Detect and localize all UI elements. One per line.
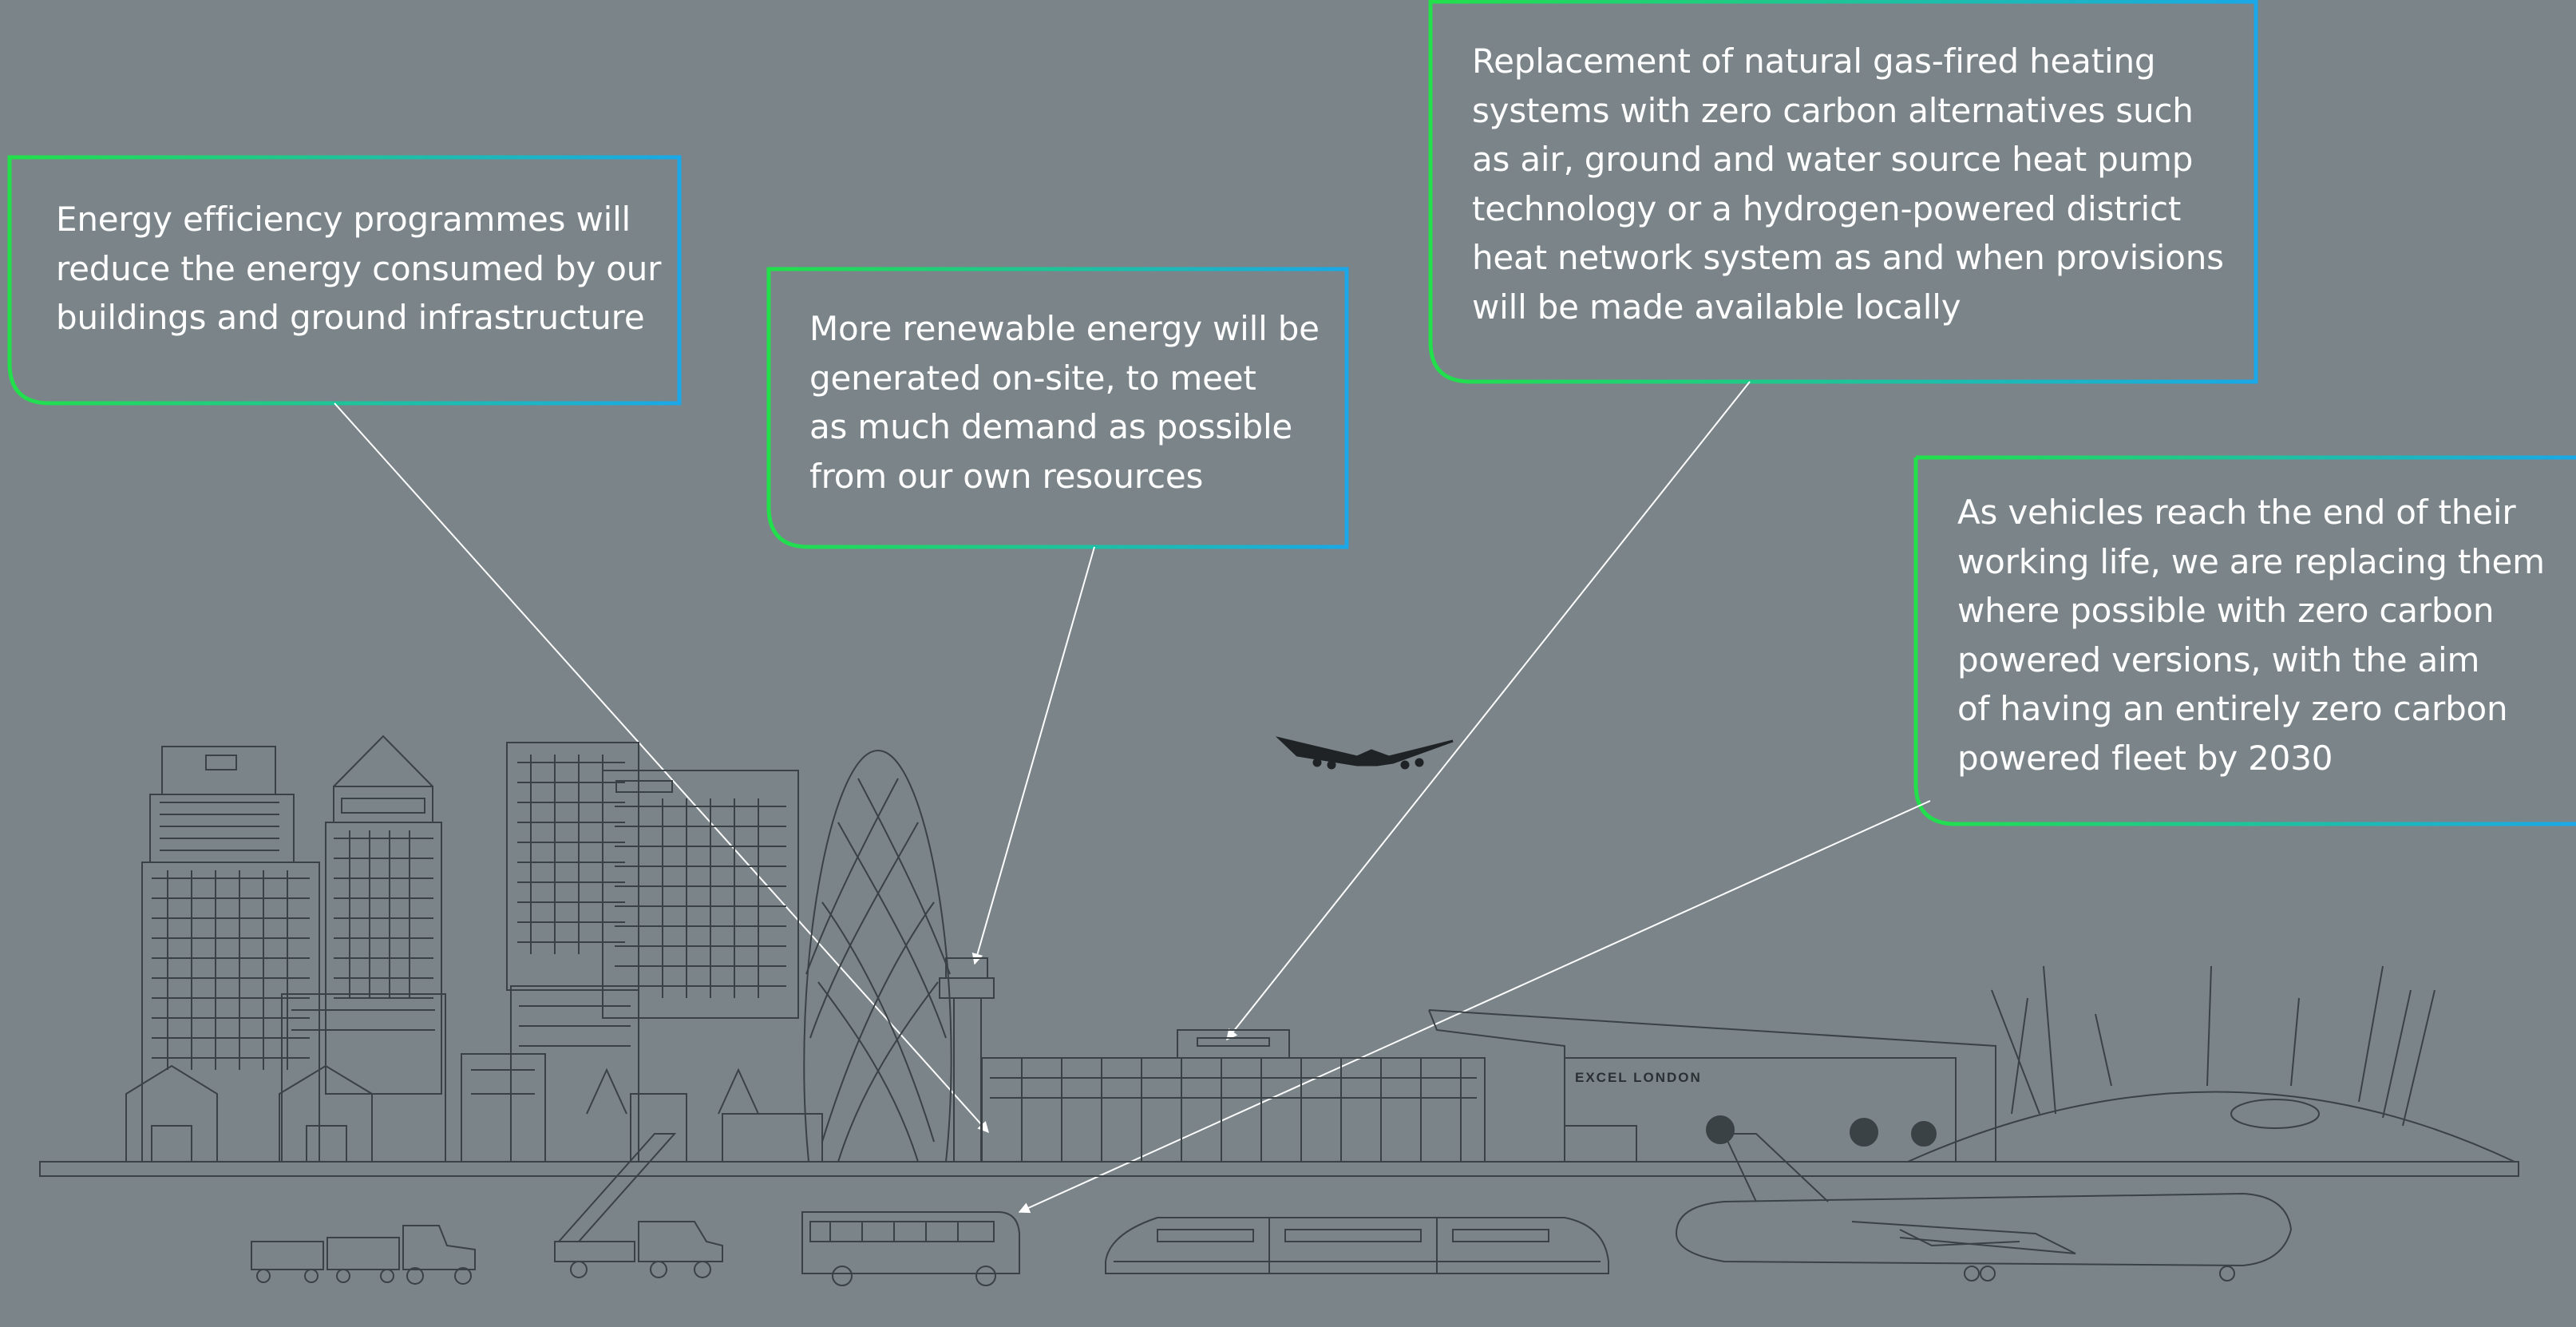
callout-border-energy-efficiency	[7, 155, 682, 406]
o2-dome	[1907, 965, 2515, 1163]
ground-strip	[39, 1161, 2519, 1177]
callout-text-line: working life, we are replacing them	[1957, 541, 2545, 581]
callout-text-line: powered fleet by 2030	[1957, 738, 2333, 778]
houses-left	[125, 1053, 823, 1163]
stairs-truck	[554, 1133, 723, 1278]
callout-text-line: Energy efficiency programmes will	[56, 200, 631, 239]
callout-text-line: as air, ground and water source heat pum…	[1472, 140, 2194, 179]
callout-border-renewable-energy	[766, 267, 1349, 549]
pointer-line-fleet	[1018, 800, 1931, 1214]
terminal-building	[981, 1029, 1486, 1163]
callout-text-line: technology or a hydrogen-powered distric…	[1472, 188, 2182, 228]
callout-heating-replacement: Replacement of natural gas-fired heating…	[1472, 37, 2224, 331]
callout-border-fleet	[1913, 455, 2576, 826]
pointer-line-renewable-energy	[971, 546, 1095, 965]
callout-zero-carbon-fleet: As vehicles reach the end of their worki…	[1957, 488, 2545, 782]
gherkin-tower	[803, 749, 952, 1163]
pointer-line-energy-efficiency	[334, 402, 989, 1134]
callout-text-line: More renewable energy will be	[809, 309, 1320, 348]
callout-text-line: generated on-site, to meet	[809, 358, 1256, 398]
excel-london-building	[1428, 1009, 1996, 1163]
baggage-tractor	[251, 1225, 476, 1285]
callout-renewable-energy: More renewable energy will be generated …	[809, 304, 1320, 501]
control-tower	[939, 957, 995, 1163]
office-tower-3	[506, 742, 799, 1163]
callout-text-line: Replacement of natural gas-fired heating	[1472, 42, 2156, 81]
callout-text-line: buildings and ground infrastructure	[56, 298, 645, 337]
callout-text-line: of having an entirely zero carbon	[1957, 689, 2508, 728]
callout-text-line: reduce the energy consumed by our	[56, 248, 662, 288]
callout-text-line: powered versions, with the aim	[1957, 640, 2480, 679]
parked-aircraft	[1675, 1133, 2293, 1281]
callout-text-line: heat network system as and when provisio…	[1472, 238, 2224, 277]
callout-energy-efficiency: Energy efficiency programmes will reduce…	[56, 195, 661, 343]
callout-text-line: where possible with zero carbon	[1957, 591, 2495, 630]
callout-text-line: As vehicles reach the end of their	[1957, 493, 2516, 532]
flying-aircraft	[1275, 736, 1454, 770]
callout-border-heating-replacement	[1428, 0, 2258, 384]
callout-text-line: as much demand as possible	[809, 407, 1293, 446]
trees	[1706, 1115, 1937, 1147]
callout-text-line: from our own resources	[809, 456, 1204, 496]
callout-text-line: will be made available locally	[1472, 287, 1961, 327]
pointer-line-heating-replacement	[1226, 381, 1751, 1041]
airport-bus	[801, 1211, 1020, 1286]
train	[1105, 1217, 1609, 1274]
callout-text-line: systems with zero carbon alternatives su…	[1472, 90, 2194, 130]
excel-london-sign: EXCEL LONDON	[1575, 1070, 1702, 1085]
office-tower-1	[141, 746, 320, 1163]
office-tower-pyramid	[281, 735, 446, 1163]
